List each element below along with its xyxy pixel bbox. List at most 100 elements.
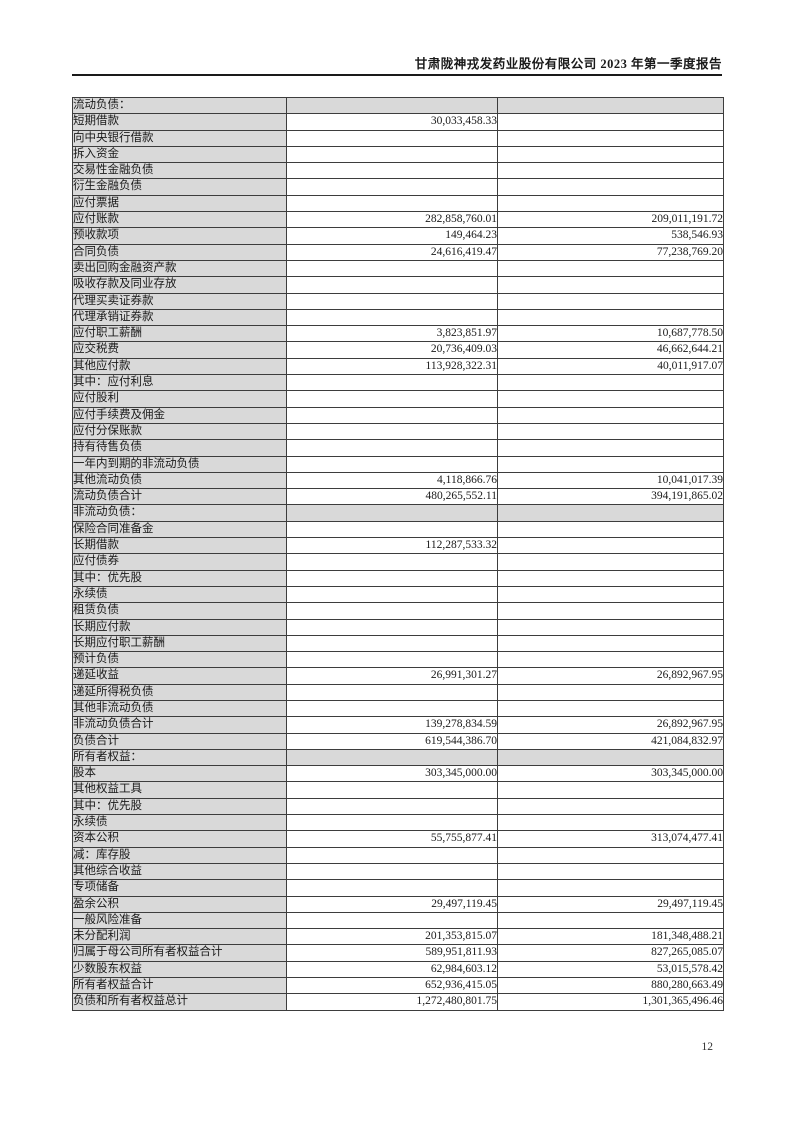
row-value-previous: 1,301,365,496.46 [497, 993, 724, 1011]
row-value-previous: 394,191,865.02 [497, 488, 724, 506]
row-value-previous [497, 439, 724, 457]
table-row: 向中央银行借款 [72, 129, 724, 147]
row-value-current [286, 846, 498, 864]
row-label: 股本 [72, 765, 287, 783]
row-value-previous [497, 145, 724, 164]
section-row: 流动负债： [72, 96, 724, 115]
table-row: 长期应付职工薪酬 [72, 634, 724, 653]
row-value-previous: 209,011,191.72 [497, 211, 724, 229]
table-row: 递延所得税负债 [72, 683, 724, 701]
row-label: 预收款项 [72, 227, 287, 245]
row-value-current [286, 797, 498, 816]
row-label: 永续债 [72, 814, 287, 832]
row-value-previous: 313,074,477.41 [497, 830, 724, 848]
row-value-previous [497, 129, 724, 147]
row-label: 永续债 [72, 585, 287, 604]
table-row: 代理买卖证券款 [72, 292, 724, 310]
table-row: 其他非流动负债 [72, 699, 724, 718]
row-value-previous [497, 862, 724, 881]
header-rule [72, 74, 722, 76]
row-value-previous [497, 374, 724, 392]
row-value-current: 1,272,480,801.75 [286, 993, 498, 1011]
row-value-previous [497, 618, 724, 636]
table-row: 递延收益 26,991,301.27 26,892,967.95 [72, 667, 724, 685]
table-row: 吸收存款及同业存放 [72, 276, 724, 294]
balance-sheet-table: 流动负债： 短期借款 30,033,458.33 向中央银行借款 拆入资金 交易性金融负债… [72, 96, 724, 1011]
table-row: 其他流动负债 4,118,866.76 10,041,017.39 [72, 471, 724, 490]
row-value-current [286, 602, 498, 620]
report-header-title: 甘肃陇神戎发药业股份有限公司 2023 年第一季度报告 [414, 57, 722, 71]
row-value-current: 4,118,866.76 [286, 471, 498, 490]
row-value-previous [497, 634, 724, 653]
row-label: 递延所得税负债 [72, 683, 287, 701]
row-value-previous [497, 585, 724, 604]
row-value-previous [497, 797, 724, 816]
row-value-current [286, 259, 498, 278]
table-row: 负债合计 619,544,386.70 421,084,832.97 [72, 732, 724, 750]
row-value-current [286, 308, 498, 327]
row-label: 一年内到期的非流动负债 [72, 455, 287, 473]
table-row: 租赁负债 [72, 602, 724, 620]
table-row: 永续债 [72, 814, 724, 832]
row-value-current [286, 569, 498, 587]
row-value-previous: 10,687,778.50 [497, 325, 724, 343]
section-row: 所有者权益： [72, 748, 724, 767]
row-value-current [286, 862, 498, 881]
row-value-current: 619,544,386.70 [286, 732, 498, 750]
row-value-previous [497, 879, 724, 897]
table-row: 应付职工薪酬 3,823,851.97 10,687,778.50 [72, 325, 724, 343]
row-value-current [286, 520, 498, 539]
row-value-previous [497, 911, 724, 930]
table-row: 其中：优先股 [72, 569, 724, 587]
row-value-previous [497, 259, 724, 278]
row-value-current: 480,265,552.11 [286, 488, 498, 506]
row-value-previous: 421,084,832.97 [497, 732, 724, 750]
row-label: 递延收益 [72, 667, 287, 685]
row-value-previous [497, 651, 724, 669]
row-label: 非流动负债： [72, 504, 287, 522]
row-label: 负债合计 [72, 732, 287, 750]
table-row: 资本公积 55,755,877.41 313,074,477.41 [72, 830, 724, 848]
row-value-previous [497, 748, 724, 767]
row-value-current: 20,736,409.03 [286, 341, 498, 359]
table-row: 拆入资金 [72, 145, 724, 164]
row-value-current [286, 585, 498, 604]
table-row: 应付票据 [72, 194, 724, 213]
table-row: 长期应付款 [72, 618, 724, 636]
row-label: 代理承销证券款 [72, 308, 287, 327]
table-row: 合同负债 24,616,419.47 77,238,769.20 [72, 243, 724, 261]
row-label: 应付职工薪酬 [72, 325, 287, 343]
row-value-previous [497, 113, 724, 131]
row-label: 应付账款 [72, 211, 287, 229]
row-label: 应付分保账款 [72, 422, 287, 441]
row-value-previous [497, 520, 724, 539]
table-row: 保险合同准备金 [72, 520, 724, 539]
table-row: 负债和所有者权益总计 1,272,480,801.75 1,301,365,496.… [72, 993, 724, 1011]
row-label: 衍生金融负债 [72, 178, 287, 196]
row-label: 归属于母公司所有者权益合计 [72, 944, 287, 962]
row-value-current: 149,464.23 [286, 227, 498, 245]
row-value-current [286, 879, 498, 897]
table-row: 预收款项 149,464.23 538,546.93 [72, 227, 724, 245]
balance-sheet-body: 流动负债： 短期借款 30,033,458.33 向中央银行借款 拆入资金 交易性金融负债… [72, 96, 724, 1011]
row-label: 吸收存款及同业存放 [72, 276, 287, 294]
row-value-previous [497, 422, 724, 441]
row-value-current [286, 162, 498, 180]
table-row: 一年内到期的非流动负债 [72, 455, 724, 473]
row-value-current: 3,823,851.97 [286, 325, 498, 343]
table-row: 长期借款 112,287,533.32 [72, 537, 724, 555]
row-value-current [286, 406, 498, 424]
row-value-current [286, 96, 498, 115]
row-value-current: 62,984,603.12 [286, 960, 498, 979]
row-label: 盈余公积 [72, 895, 287, 913]
row-label: 专项储备 [72, 879, 287, 897]
table-row: 其中：应付利息 [72, 374, 724, 392]
row-label: 短期借款 [72, 113, 287, 131]
row-value-current: 652,936,415.05 [286, 977, 498, 995]
row-value-previous [497, 162, 724, 180]
table-row: 交易性金融负债 [72, 162, 724, 180]
row-value-previous [497, 276, 724, 294]
row-label: 持有待售负债 [72, 439, 287, 457]
table-row: 应交税费 20,736,409.03 46,662,644.21 [72, 341, 724, 359]
row-value-current [286, 276, 498, 294]
